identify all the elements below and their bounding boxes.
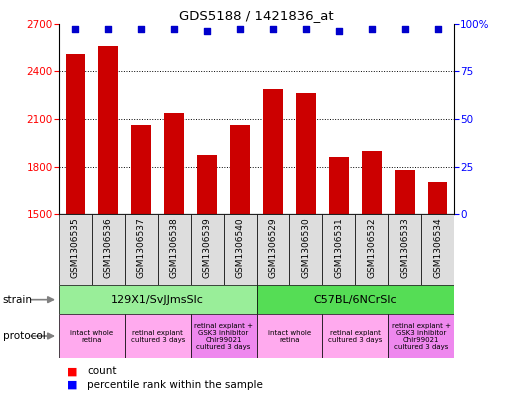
Point xyxy=(433,26,442,33)
Text: GSM1306529: GSM1306529 xyxy=(268,218,278,278)
Point xyxy=(302,26,310,33)
Title: GDS5188 / 1421836_at: GDS5188 / 1421836_at xyxy=(179,9,334,22)
Bar xyxy=(289,214,322,285)
Bar xyxy=(197,155,217,393)
Text: GSM1306537: GSM1306537 xyxy=(137,218,146,279)
Bar xyxy=(125,214,158,285)
Point xyxy=(170,26,179,33)
Text: retinal explant +
GSK3 inhibitor
Chir99021
cultured 3 days: retinal explant + GSK3 inhibitor Chir990… xyxy=(391,323,450,349)
Bar xyxy=(158,214,191,285)
Bar xyxy=(224,214,256,285)
Bar xyxy=(421,214,454,285)
Text: protocol: protocol xyxy=(3,331,45,341)
Text: GSM1306535: GSM1306535 xyxy=(71,218,80,279)
Text: C57BL/6NCrSlc: C57BL/6NCrSlc xyxy=(313,295,397,305)
Text: 129X1/SvJJmsSlc: 129X1/SvJJmsSlc xyxy=(111,295,204,305)
Text: count: count xyxy=(87,366,117,376)
Point xyxy=(334,28,343,34)
Text: percentile rank within the sample: percentile rank within the sample xyxy=(87,380,263,390)
Bar xyxy=(230,125,250,393)
Bar xyxy=(428,182,447,393)
Bar xyxy=(362,151,382,393)
Bar xyxy=(164,112,184,393)
Text: ■: ■ xyxy=(67,380,77,390)
Point xyxy=(401,26,409,33)
Text: GSM1306534: GSM1306534 xyxy=(433,218,442,278)
Point xyxy=(137,26,145,33)
Bar xyxy=(125,314,191,358)
Point xyxy=(71,26,80,33)
Text: GSM1306532: GSM1306532 xyxy=(367,218,376,278)
Bar xyxy=(256,314,322,358)
Bar xyxy=(191,314,256,358)
Bar xyxy=(329,157,349,393)
Text: strain: strain xyxy=(3,295,32,305)
Bar xyxy=(322,314,388,358)
Point xyxy=(368,26,376,33)
Bar xyxy=(66,54,85,393)
Bar xyxy=(322,214,355,285)
Bar xyxy=(355,214,388,285)
Text: GSM1306530: GSM1306530 xyxy=(301,218,310,279)
Bar xyxy=(59,285,256,314)
Bar xyxy=(256,285,454,314)
Text: intact whole
retina: intact whole retina xyxy=(70,329,113,343)
Bar xyxy=(59,214,92,285)
Point xyxy=(203,28,211,34)
Point xyxy=(269,26,277,33)
Bar xyxy=(59,314,125,358)
Bar xyxy=(296,94,315,393)
Text: retinal explant +
GSK3 inhibitor
Chir99021
cultured 3 days: retinal explant + GSK3 inhibitor Chir990… xyxy=(194,323,253,349)
Text: GSM1306536: GSM1306536 xyxy=(104,218,113,279)
Bar xyxy=(98,46,118,393)
Bar xyxy=(388,214,421,285)
Bar xyxy=(388,314,454,358)
Text: retinal explant
cultured 3 days: retinal explant cultured 3 days xyxy=(131,329,185,343)
Text: GSM1306538: GSM1306538 xyxy=(170,218,179,279)
Text: GSM1306539: GSM1306539 xyxy=(203,218,212,279)
Bar xyxy=(92,214,125,285)
Text: GSM1306533: GSM1306533 xyxy=(400,218,409,279)
Point xyxy=(104,26,112,33)
Point xyxy=(236,26,244,33)
Bar xyxy=(131,125,151,393)
Bar xyxy=(191,214,224,285)
Bar xyxy=(263,89,283,393)
Text: retinal explant
cultured 3 days: retinal explant cultured 3 days xyxy=(328,329,382,343)
Bar xyxy=(394,170,415,393)
Text: GSM1306531: GSM1306531 xyxy=(334,218,343,279)
Text: ■: ■ xyxy=(67,366,77,376)
Bar xyxy=(256,214,289,285)
Text: intact whole
retina: intact whole retina xyxy=(268,329,311,343)
Text: GSM1306540: GSM1306540 xyxy=(235,218,245,278)
